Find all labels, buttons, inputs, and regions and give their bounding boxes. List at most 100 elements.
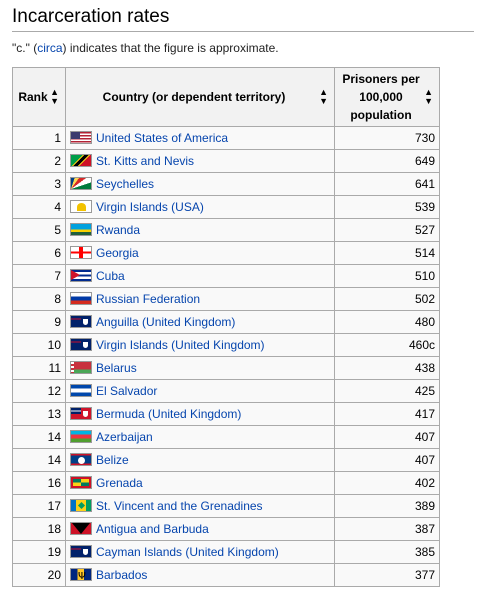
country-link[interactable]: Virgin Islands (USA) [96, 200, 204, 214]
flag-ky-icon [70, 545, 92, 558]
country-link[interactable]: St. Vincent and the Grenadines [96, 499, 263, 513]
country-cell: Grenada [65, 471, 335, 495]
country-cell: Azerbaijan [65, 425, 335, 449]
flag-cu-icon [70, 269, 92, 282]
country-cell: St. Kitts and Nevis [65, 149, 335, 173]
rate-cell: 438 [334, 356, 440, 380]
flag-uk-icon [70, 315, 92, 328]
table-row: 19 Cayman Islands (United Kingdom) 385 [12, 540, 440, 564]
rate-cell: 502 [334, 287, 440, 311]
country-cell: Anguilla (United Kingdom) [65, 310, 335, 334]
country-link[interactable]: Belize [96, 453, 129, 467]
rank-cell: 9 [12, 310, 66, 334]
country-link[interactable]: Belarus [96, 361, 137, 375]
rate-cell: 514 [334, 241, 440, 265]
rank-header[interactable]: Rank ▲ ▼ [12, 67, 66, 127]
rate-cell: 510 [334, 264, 440, 288]
rank-cell: 8 [12, 287, 66, 311]
country-link[interactable]: Bermuda (United Kingdom) [96, 407, 242, 421]
country-link[interactable]: St. Kitts and Nevis [96, 154, 195, 168]
rate-cell: 730 [334, 126, 440, 150]
rank-cell: 16 [12, 471, 66, 495]
rate-cell: 377 [334, 563, 440, 587]
country-cell: Cuba [65, 264, 335, 288]
country-link[interactable]: Antigua and Barbuda [96, 522, 209, 536]
header-row: Rank ▲ ▼ Country (or dependent territory)… [12, 67, 440, 127]
country-link[interactable]: Grenada [96, 476, 143, 490]
country-cell: Barbados [65, 563, 335, 588]
rank-cell: 18 [12, 517, 66, 541]
rate-header[interactable]: Prisoners per 100,000 population ▲ ▼ [334, 67, 440, 127]
country-link[interactable]: Cayman Islands (United Kingdom) [96, 545, 279, 559]
flag-usa-icon [70, 131, 92, 144]
rate-header-line1: Prisoners per [342, 72, 420, 86]
flag-bb-icon [70, 566, 92, 588]
table-row: 6 Georgia 514 [12, 241, 440, 265]
country-link[interactable]: Virgin Islands (United Kingdom) [96, 338, 265, 352]
incarceration-table: Rank ▲ ▼ Country (or dependent territory)… [12, 67, 440, 588]
rank-cell: 10 [12, 333, 66, 357]
country-link[interactable]: United States of America [96, 131, 229, 145]
flag-by-icon [70, 361, 92, 374]
country-cell: Virgin Islands (United Kingdom) [65, 333, 335, 357]
rank-cell: 5 [12, 218, 66, 242]
table-row: 17 St. Vincent and the Grenadines 389 [12, 494, 440, 518]
country-link[interactable]: Seychelles [96, 177, 155, 191]
country-cell: Cayman Islands (United Kingdom) [65, 540, 335, 564]
flag-sv-icon [70, 384, 92, 397]
country-link[interactable]: Anguilla (United Kingdom) [96, 315, 236, 329]
rank-cell: 7 [12, 264, 66, 288]
rank-cell: 13 [12, 402, 66, 426]
rank-cell: 19 [12, 540, 66, 564]
sort-arrows-icon[interactable]: ▲ ▼ [50, 87, 59, 106]
flag-uk-icon [70, 338, 92, 351]
rate-cell: 539 [334, 195, 440, 219]
rate-cell: 389 [334, 494, 440, 518]
country-link[interactable]: Barbados [96, 568, 148, 582]
rank-cell: 12 [12, 379, 66, 403]
sort-arrows-icon[interactable]: ▲ ▼ [319, 87, 328, 106]
country-header[interactable]: Country (or dependent territory) ▲ ▼ [65, 67, 335, 127]
country-link[interactable]: Rwanda [96, 223, 141, 237]
table-row: 20 Barbados 377 [12, 563, 440, 588]
rank-cell: 17 [12, 494, 66, 518]
table-row: 2 St. Kitts and Nevis 649 [12, 149, 440, 173]
country-cell: Antigua and Barbuda [65, 517, 335, 541]
country-cell: St. Vincent and the Grenadines [65, 494, 335, 518]
rank-cell: 3 [12, 172, 66, 196]
table-row: 14 Belize 407 [12, 448, 440, 472]
rank-cell: 14 [12, 425, 66, 449]
rate-cell: 480 [334, 310, 440, 334]
rate-cell: 641 [334, 172, 440, 196]
country-header-label: Country (or dependent territory) [102, 90, 286, 104]
country-cell: United States of America [65, 126, 335, 150]
country-link[interactable]: Georgia [96, 246, 139, 260]
rank-cell: 2 [12, 149, 66, 173]
flag-az-icon [70, 430, 92, 443]
circa-link[interactable]: circa [37, 41, 63, 55]
rate-header-line2: 100,000 [359, 90, 403, 104]
rank-cell: 20 [12, 563, 66, 587]
table-row: 14 Azerbaijan 407 [12, 425, 440, 449]
country-link[interactable]: Azerbaijan [96, 430, 153, 444]
flag-vi-icon [70, 200, 92, 213]
rate-cell: 402 [334, 471, 440, 495]
table-row: 5 Rwanda 527 [12, 218, 440, 242]
country-link[interactable]: Russian Federation [96, 292, 201, 306]
table-row: 3 Seychelles 641 [12, 172, 440, 196]
country-cell: El Salvador [65, 379, 335, 403]
sort-arrows-icon[interactable]: ▲ ▼ [424, 87, 433, 106]
rate-cell: 387 [334, 517, 440, 541]
table-row: 1 United States of America 730 [12, 126, 440, 150]
flag-kn-icon [70, 154, 92, 167]
flag-rw-icon [70, 223, 92, 236]
table-row: 8 Russian Federation 502 [12, 287, 440, 311]
country-cell: Georgia [65, 241, 335, 265]
country-link[interactable]: El Salvador [96, 384, 158, 398]
table-row: 11 Belarus 438 [12, 356, 440, 380]
rate-header-label: Prisoners per 100,000 population [342, 70, 431, 124]
rate-cell: 425 [334, 379, 440, 403]
table-row: 16 Grenada 402 [12, 471, 440, 495]
country-link[interactable]: Cuba [96, 269, 125, 283]
rate-header-line3: population [350, 108, 412, 122]
